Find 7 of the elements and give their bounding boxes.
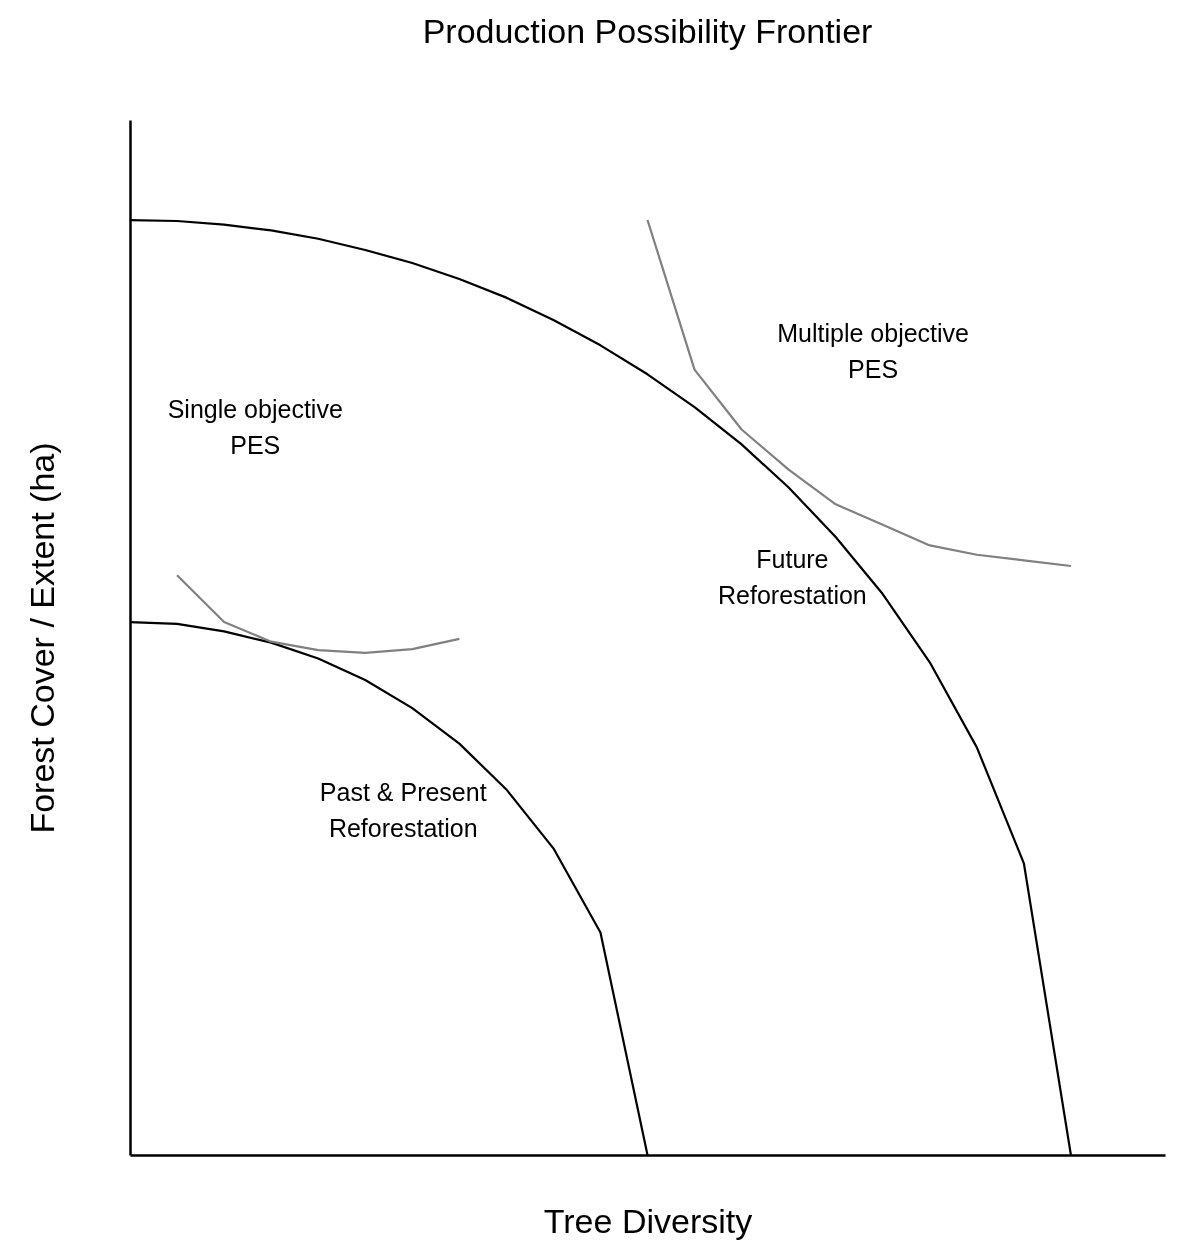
annotation: Single objective PES [167, 394, 343, 459]
annotation: Past & Present Reforestation [319, 777, 487, 842]
chart-title: Production Possibility Frontier [422, 12, 873, 50]
y-axis-title: Forest Cover / Extent (ha) [22, 442, 61, 834]
x-axis-title: Tree Diversity [543, 1201, 753, 1240]
annotation: Multiple objective PES [777, 319, 970, 384]
annotation: Future Reforestation [718, 544, 867, 609]
